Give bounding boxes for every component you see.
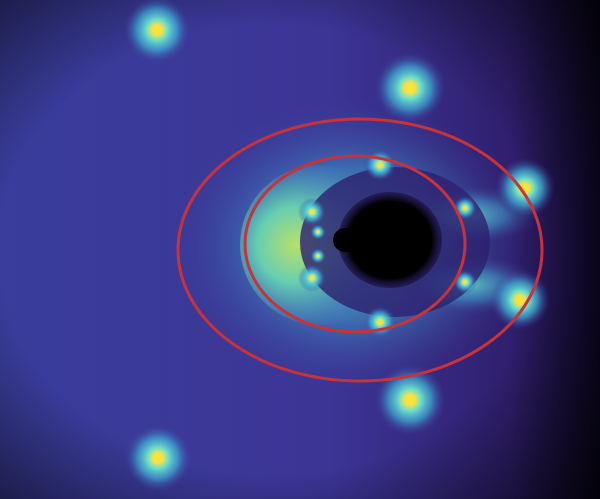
hotspot: [310, 248, 326, 264]
hotspot: [364, 306, 396, 338]
hotspot: [374, 364, 446, 436]
hotspot: [124, 424, 192, 492]
hotspot: [495, 158, 555, 218]
dark-core: [338, 192, 442, 288]
hotspot: [490, 270, 550, 330]
hotspot: [374, 52, 446, 124]
outer-ellipse: [176, 117, 544, 383]
hotspot: [364, 149, 396, 181]
hotspot: [310, 224, 326, 240]
hotspot: [123, 0, 191, 64]
dark-core: [333, 228, 357, 252]
hotspot: [298, 198, 326, 226]
inner-ellipse: [243, 154, 467, 334]
hotspot: [298, 264, 326, 292]
hotspot: [453, 270, 477, 294]
